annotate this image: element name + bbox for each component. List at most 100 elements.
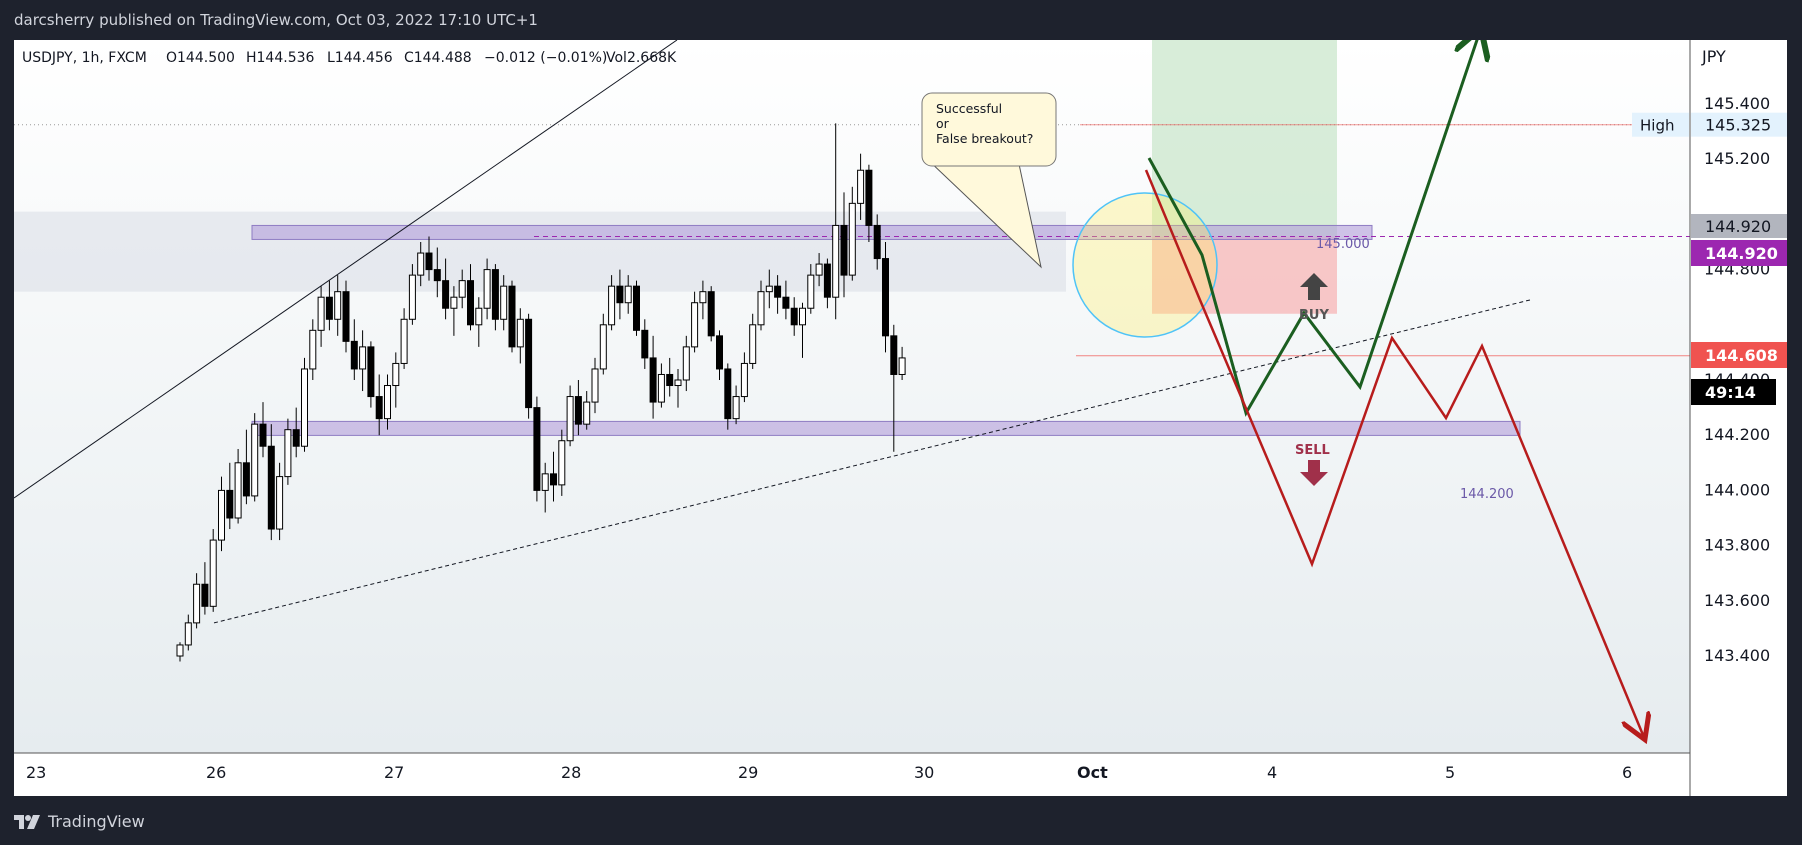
candle-bear [201, 583, 209, 607]
candle [732, 385, 740, 425]
candle [392, 352, 400, 408]
candle-bear [873, 224, 881, 260]
candle-bull [608, 285, 616, 326]
candle-bear [525, 318, 533, 409]
candle [599, 313, 607, 375]
candle-bull [740, 362, 748, 398]
candle [799, 302, 806, 358]
price-chart[interactable]: USDJPY, 1h, FXCM O144.500 H144.536 L144.… [13, 40, 1787, 796]
candle-bear [890, 335, 898, 375]
candle [674, 368, 682, 408]
candle [699, 280, 707, 320]
candle-bull [657, 373, 665, 403]
candle [657, 363, 665, 408]
candle [325, 280, 333, 331]
candle [475, 297, 483, 347]
tradingview-brand[interactable]: TradingView [14, 812, 145, 831]
candles-layer [176, 123, 906, 662]
time-tick-label: 29 [738, 763, 758, 782]
candle-bear [375, 396, 383, 420]
resistance-zone [251, 224, 1373, 240]
candle [525, 313, 533, 419]
legend-change: −0.012 (−0.01%) [484, 50, 607, 66]
candle-bear [442, 280, 450, 309]
candle [384, 374, 391, 430]
candle [624, 275, 632, 314]
candle-bear [467, 280, 474, 326]
candle-bull [591, 368, 599, 403]
candle [226, 462, 234, 530]
candle-bull [483, 269, 491, 309]
legend-open: O144.500 [166, 50, 235, 66]
candle [790, 297, 798, 336]
candle [309, 319, 317, 380]
candle-bear [724, 368, 732, 420]
tradingview-logo-icon [14, 814, 40, 829]
candle-bull [176, 644, 184, 657]
candle-bear [491, 269, 499, 320]
candle-bull [334, 291, 342, 320]
candle-bull [301, 368, 308, 447]
candle-bull [566, 396, 574, 442]
candle-bull [857, 169, 865, 204]
time-tick-label: 5 [1445, 763, 1455, 782]
candle [716, 330, 723, 380]
candle-bear [574, 396, 582, 425]
candle-bull [193, 583, 201, 624]
candle [301, 357, 308, 452]
candle-bull [251, 423, 259, 497]
candle-bull [732, 396, 740, 420]
candle-bull [558, 440, 566, 486]
currency-label: JPY [1701, 47, 1726, 66]
candle-bull [898, 357, 906, 375]
candle-bear [350, 340, 358, 370]
support-zone [251, 420, 1521, 436]
time-tick-label: 26 [206, 763, 226, 782]
price-tick-label: 143.400 [1704, 646, 1770, 665]
candle-bear [707, 291, 715, 337]
candle [633, 280, 640, 336]
chart-area[interactable]: USDJPY, 1h, FXCM O144.500 H144.536 L144.… [13, 40, 1787, 796]
candle-bear [242, 462, 250, 497]
candle [774, 275, 782, 314]
candle [848, 186, 856, 281]
footer-bar [0, 796, 1802, 845]
candle-bull [392, 362, 400, 387]
candle [873, 214, 881, 270]
ascending-support-line [213, 299, 1531, 624]
grey-price-label: 144.920 [1705, 217, 1771, 236]
candle-bear [616, 285, 624, 304]
time-axis-ticks: 23 26 27 28 29 30 Oct 4 5 6 [26, 763, 1632, 782]
candle [616, 269, 624, 320]
candle-bull [309, 329, 317, 370]
candle-bear [716, 335, 723, 370]
candle [400, 308, 408, 369]
candle [184, 614, 192, 651]
candle [375, 374, 383, 436]
candle [591, 357, 599, 414]
candle-bear [882, 258, 889, 337]
callout-line-1: Successful [936, 101, 1002, 116]
candle [574, 380, 582, 436]
candle-bull [815, 263, 823, 276]
candle-bull [284, 429, 292, 478]
candle [359, 330, 367, 392]
candle-bull [599, 324, 607, 370]
time-tick-label: 30 [914, 763, 934, 782]
candle-bear [367, 346, 375, 398]
candle [691, 291, 699, 353]
candle-bear [840, 224, 848, 276]
publisher-text: darcsherry published on TradingView.com,… [14, 11, 538, 29]
candle [890, 324, 898, 452]
candle [458, 269, 466, 309]
callout-line-2: or [936, 116, 950, 131]
candle [467, 264, 474, 331]
high-label: High [1640, 117, 1674, 135]
candle [218, 476, 225, 552]
candle [641, 319, 649, 369]
publisher-bar: darcsherry published on TradingView.com,… [0, 0, 1802, 40]
candle [442, 258, 450, 320]
candle [707, 286, 715, 342]
candle-bull [184, 622, 192, 646]
candle-bear [433, 269, 441, 282]
